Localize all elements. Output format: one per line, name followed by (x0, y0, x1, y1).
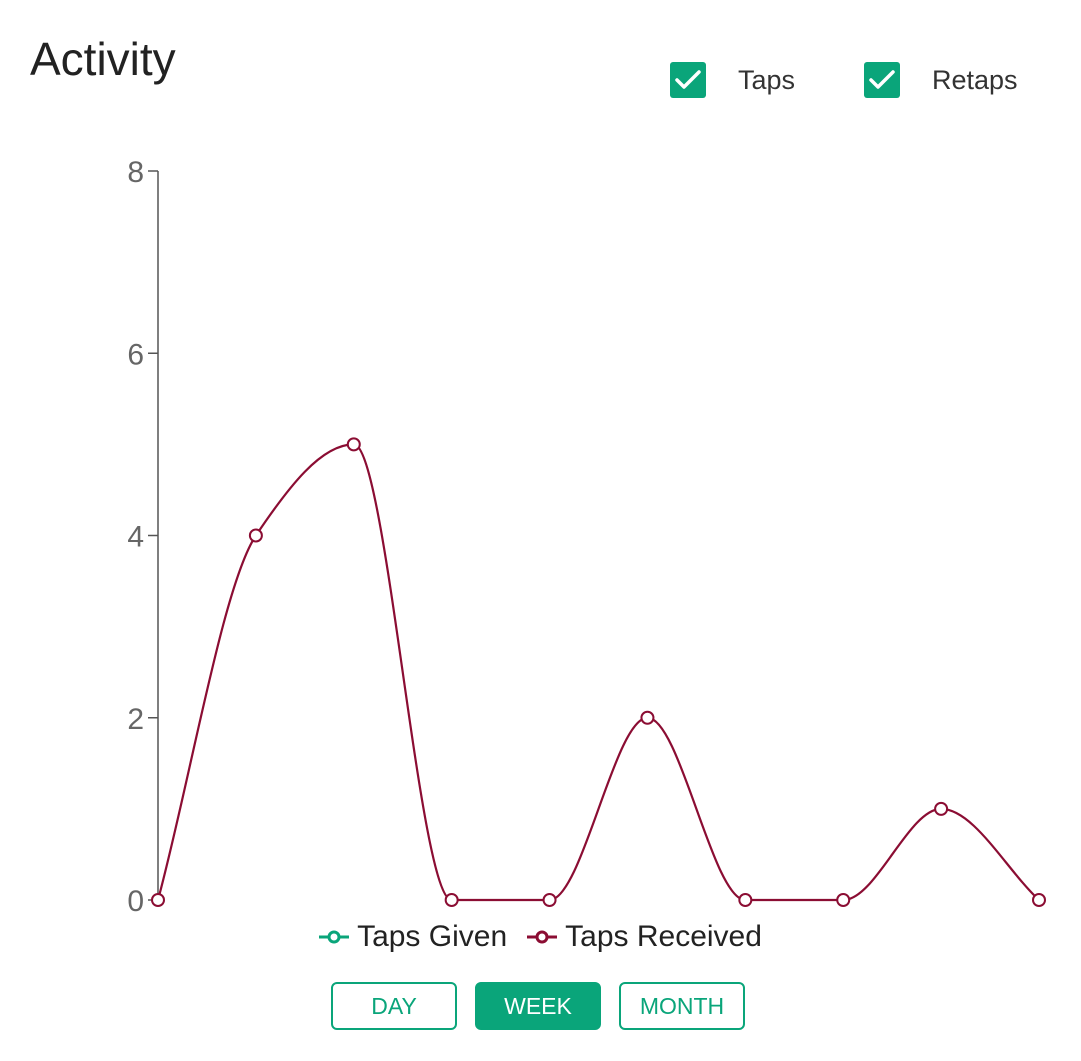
week-button[interactable]: WEEK (475, 982, 601, 1030)
taps-checkbox[interactable] (670, 62, 706, 98)
line-marker-icon (527, 930, 558, 944)
retaps-checkbox[interactable] (864, 62, 900, 98)
taps-received-point (151, 893, 165, 907)
legend-item-taps-received[interactable]: Taps Received (527, 920, 762, 954)
y-tick-label: 8 (127, 156, 144, 189)
taps-filter[interactable]: Taps (670, 62, 795, 98)
taps-received-point (1032, 893, 1046, 907)
checkmark-icon (869, 70, 895, 89)
legend-item-taps-given[interactable]: Taps Given (319, 920, 507, 954)
y-tick-label: 2 (127, 703, 144, 736)
month-button[interactable]: MONTH (619, 982, 745, 1030)
taps-received-point (934, 801, 949, 816)
taps-received-point (640, 710, 655, 725)
checkmark-icon (675, 70, 701, 89)
chart-legend: Taps Given Taps Received (0, 920, 1081, 954)
retaps-filter-label: Retaps (932, 64, 1018, 95)
taps-received-point (836, 893, 851, 907)
page-title: Activity (30, 33, 176, 85)
taps-received-line (156, 443, 1040, 902)
legend-label-taps-given: Taps Given (357, 920, 508, 953)
taps-received-point (248, 528, 263, 543)
taps-filter-label: Taps (738, 64, 796, 95)
taps-received-point (346, 437, 361, 452)
y-tick-label: 4 (127, 521, 144, 554)
taps-received-point (542, 893, 557, 907)
retaps-filter[interactable]: Retaps (864, 62, 1018, 98)
taps-received-point (444, 893, 459, 907)
y-tick-label: 0 (127, 885, 144, 918)
day-button[interactable]: DAY (331, 982, 457, 1030)
range-selector: DAY WEEK MONTH (331, 982, 745, 1030)
activity-chart: 0 2 4 6 8 (127, 156, 1046, 918)
y-tick-label: 6 (127, 338, 144, 371)
legend-label-taps-received: Taps Received (565, 920, 762, 953)
line-marker-icon (319, 930, 350, 944)
taps-received-point (738, 893, 753, 907)
